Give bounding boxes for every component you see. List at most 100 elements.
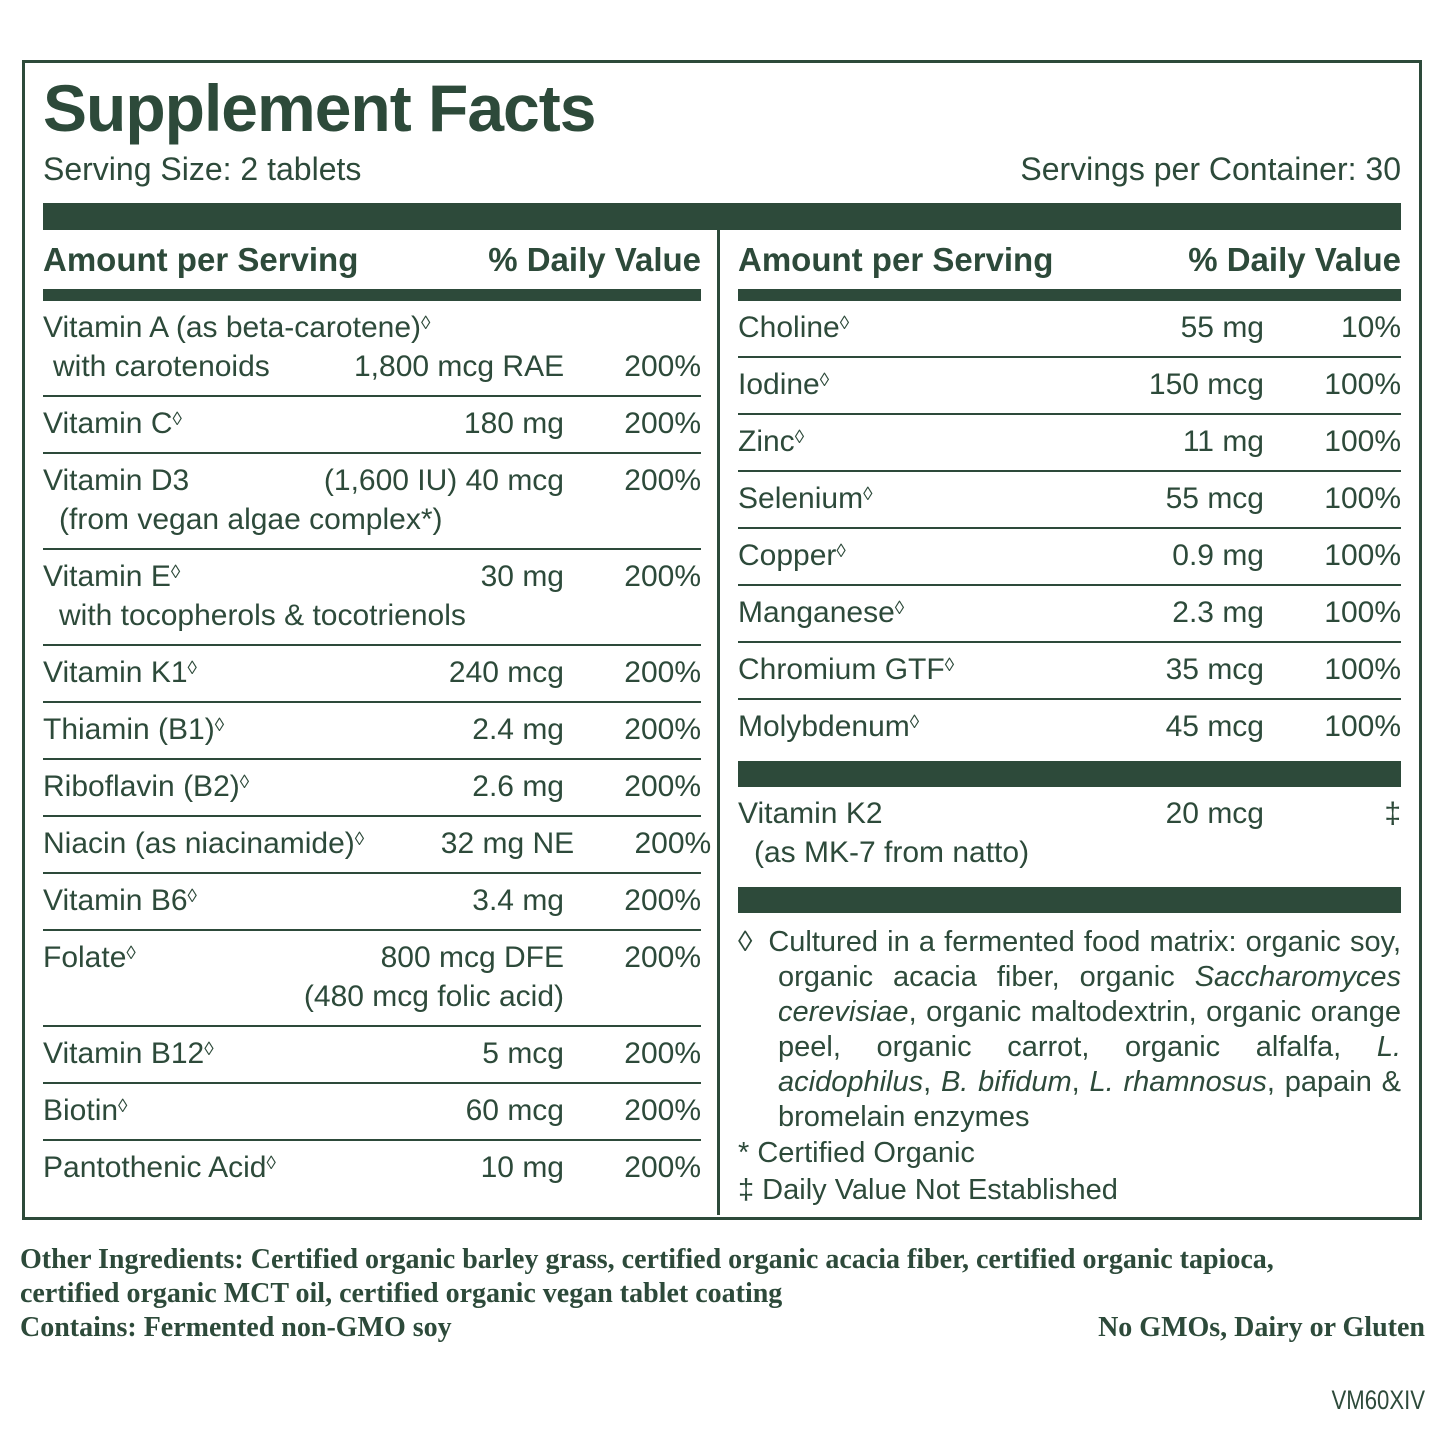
nutrient-row-riboflavin: Riboflavin (B2)◊ 2.6 mg 200% — [43, 760, 701, 817]
contains-row: Contains: Fermented non-GMO soy No GMOs,… — [20, 1311, 1425, 1345]
nutrient-dv: 200% — [624, 1037, 701, 1070]
footnote-top-bar — [738, 887, 1401, 913]
nutrient-row-niacin: Niacin (as niacinamide)◊ 32 mg NE 200% — [43, 817, 711, 874]
diamond-icon: ◊ — [819, 370, 830, 391]
nutrient-row-copper: Copper◊ 0.9 mg 100% — [738, 529, 1401, 586]
nutrient-name: Manganese — [738, 596, 895, 629]
daily-value-header: % Daily Value — [488, 241, 701, 278]
diamond-icon: ◊ — [187, 658, 197, 679]
nutrient-dv: 200% — [624, 464, 701, 497]
nutrient-amount: 2.3 mg — [1172, 596, 1264, 629]
diamond-icon: ◊ — [944, 655, 955, 676]
nutrient-name: Zinc — [738, 425, 795, 458]
diamond-icon: ◊ — [239, 772, 250, 793]
diamond-icon: ◊ — [354, 829, 365, 850]
nutrient-dv: 100% — [1324, 368, 1401, 401]
footnote-dv-not-established: ‡ Daily Value Not Established — [738, 1174, 1118, 1206]
nutrient-row-pantothenic-acid: Pantothenic Acid◊ 10 mg 200% — [43, 1141, 701, 1196]
nutrient-subtext: (from vegan algae complex*) — [59, 503, 443, 536]
nutrient-subtext: with carotenoids — [53, 350, 270, 383]
nutrient-amount: 30 mg — [480, 560, 564, 593]
nutrient-amount: 35 mcg — [1165, 653, 1264, 686]
nutrient-name: Vitamin E — [43, 560, 171, 593]
nutrient-row-molybdenum: Molybdenum◊ 45 mcg 100% — [738, 700, 1401, 755]
nutrient-row-biotin: Biotin◊ 60 mcg 200% — [43, 1084, 701, 1141]
no-gmos-statement: No GMOs, Dairy or Gluten — [1098, 1312, 1425, 1343]
diamond-icon: ◊ — [172, 409, 182, 430]
footnote-certified-organic: * Certified Organic — [738, 1137, 975, 1169]
nutrient-name: Molybdenum — [738, 710, 910, 743]
serving-size: Serving Size: 2 tablets — [43, 151, 362, 187]
nutrient-name: Vitamin D3 — [43, 464, 190, 497]
nutrient-name: Vitamin B6 — [43, 884, 188, 917]
nutrient-amount: 10 mg — [480, 1151, 564, 1184]
nutrient-dv: 200% — [624, 941, 701, 974]
nutrient-row-vitamin-b6: Vitamin B6◊ 3.4 mg 200% — [43, 874, 701, 931]
diamond-icon: ◊ — [421, 313, 431, 334]
nutrient-name: Choline — [738, 311, 840, 344]
diamond-icon: ◊ — [794, 427, 805, 448]
diamond-icon: ◊ — [214, 715, 225, 736]
nutrient-name: Chromium GTF — [738, 653, 945, 686]
right-header-bar — [738, 289, 1401, 301]
nutrient-dv: 200% — [624, 656, 701, 689]
nutrient-dv: ‡ — [1384, 797, 1401, 830]
diamond-icon: ◊ — [170, 562, 181, 583]
nutrient-row-vitamin-k1: Vitamin K1◊ 240 mcg 200% — [43, 646, 701, 703]
nutrient-amount: 45 mcg — [1165, 710, 1264, 743]
nutrient-dv: 200% — [624, 560, 701, 593]
nutrient-amount: 240 mcg — [448, 656, 564, 689]
contains-statement: Contains: Fermented non-GMO soy — [20, 1312, 452, 1343]
top-divider-bar — [43, 203, 1401, 230]
nutrient-amount: 2.6 mg — [472, 770, 564, 803]
nutrient-amount: 55 mcg — [1165, 482, 1264, 515]
daily-value-header: % Daily Value — [1188, 241, 1401, 278]
nutrient-amount: 800 mcg DFE — [380, 941, 564, 974]
nutrient-row-vitamin-c: Vitamin C◊ 180 mg 200% — [43, 397, 701, 454]
nutrient-amount: 20 mcg — [1165, 797, 1264, 830]
nutrient-row-selenium: Selenium◊ 55 mcg 100% — [738, 472, 1401, 529]
nutrient-amount: 2.4 mg — [472, 713, 564, 746]
nutrient-dv: 200% — [624, 1094, 701, 1127]
servings-per-container: Servings per Container: 30 — [1020, 151, 1401, 187]
nutrient-amount: 5 mcg — [482, 1037, 564, 1070]
nutrient-dv: 200% — [624, 1151, 701, 1184]
diamond-icon: ◊ — [839, 313, 850, 334]
nutrient-sub-amount: (480 mcg folic acid) — [303, 980, 564, 1013]
k2-top-bar — [738, 761, 1401, 787]
nutrient-row-vitamin-e: Vitamin E◊ 30 mg 200% with tocopherols &… — [43, 550, 701, 646]
nutrient-amount: 1,800 mcg RAE — [354, 350, 565, 383]
nutrient-dv: 200% — [624, 713, 701, 746]
diamond-icon: ◊ — [204, 1039, 214, 1060]
nutrient-name: Iodine — [738, 368, 820, 401]
diamond-icon: ◊ — [266, 1153, 276, 1174]
nutrient-row-vitamin-d3: Vitamin D3 (1,600 IU) 40 mcg 200% (from … — [43, 454, 701, 550]
left-column-header: Amount per Serving % Daily Value — [43, 239, 701, 281]
other-ingredients-line2: certified organic MCT oil, certified org… — [20, 1278, 783, 1309]
nutrient-row-vitamin-k2: Vitamin K2 20 mcg ‡ (as MK-7 from natto) — [738, 787, 1401, 881]
other-ingredients-line1: Other Ingredients: Certified organic bar… — [20, 1244, 1274, 1275]
nutrient-row-manganese: Manganese◊ 2.3 mg 100% — [738, 586, 1401, 643]
diamond-icon: ◊ — [187, 886, 197, 907]
nutrient-row-folate: Folate◊ 800 mcg DFE 200% (480 mcg folic … — [43, 931, 701, 1027]
nutrient-amount: 55 mg — [1180, 311, 1264, 344]
nutrient-amount: 180 mg — [463, 407, 564, 440]
nutrient-name: Vitamin C — [43, 407, 173, 440]
nutrient-row-choline: Choline◊ 55 mg 10% — [738, 301, 1401, 358]
diamond-icon: ◊ — [126, 943, 136, 964]
facts-panel: Supplement Facts Serving Size: 2 tablets… — [22, 60, 1422, 1220]
right-column-header: Amount per Serving % Daily Value — [738, 239, 1401, 281]
footnote-fermented-matrix: ◊ Cultured in a fermented food matrix: or… — [738, 926, 1401, 1133]
nutrient-amount: 3.4 mg — [472, 884, 564, 917]
nutrient-dv: 200% — [624, 884, 701, 917]
nutrient-amount: (1,600 IU) 40 mcg — [323, 464, 564, 497]
nutrient-name: Riboflavin (B2) — [43, 770, 240, 803]
nutrient-dv: 200% — [624, 407, 701, 440]
nutrient-name: Vitamin A (as beta-carotene) — [43, 311, 421, 344]
nutrient-row-vitamin-b12: Vitamin B12◊ 5 mcg 200% — [43, 1027, 701, 1084]
nutrient-row-chromium: Chromium GTF◊ 35 mcg 100% — [738, 643, 1401, 700]
nutrient-amount: 32 mg NE — [440, 827, 575, 860]
bottom-section: Other Ingredients: Certified organic bar… — [20, 1243, 1425, 1345]
nutrient-name: Selenium — [738, 482, 864, 515]
